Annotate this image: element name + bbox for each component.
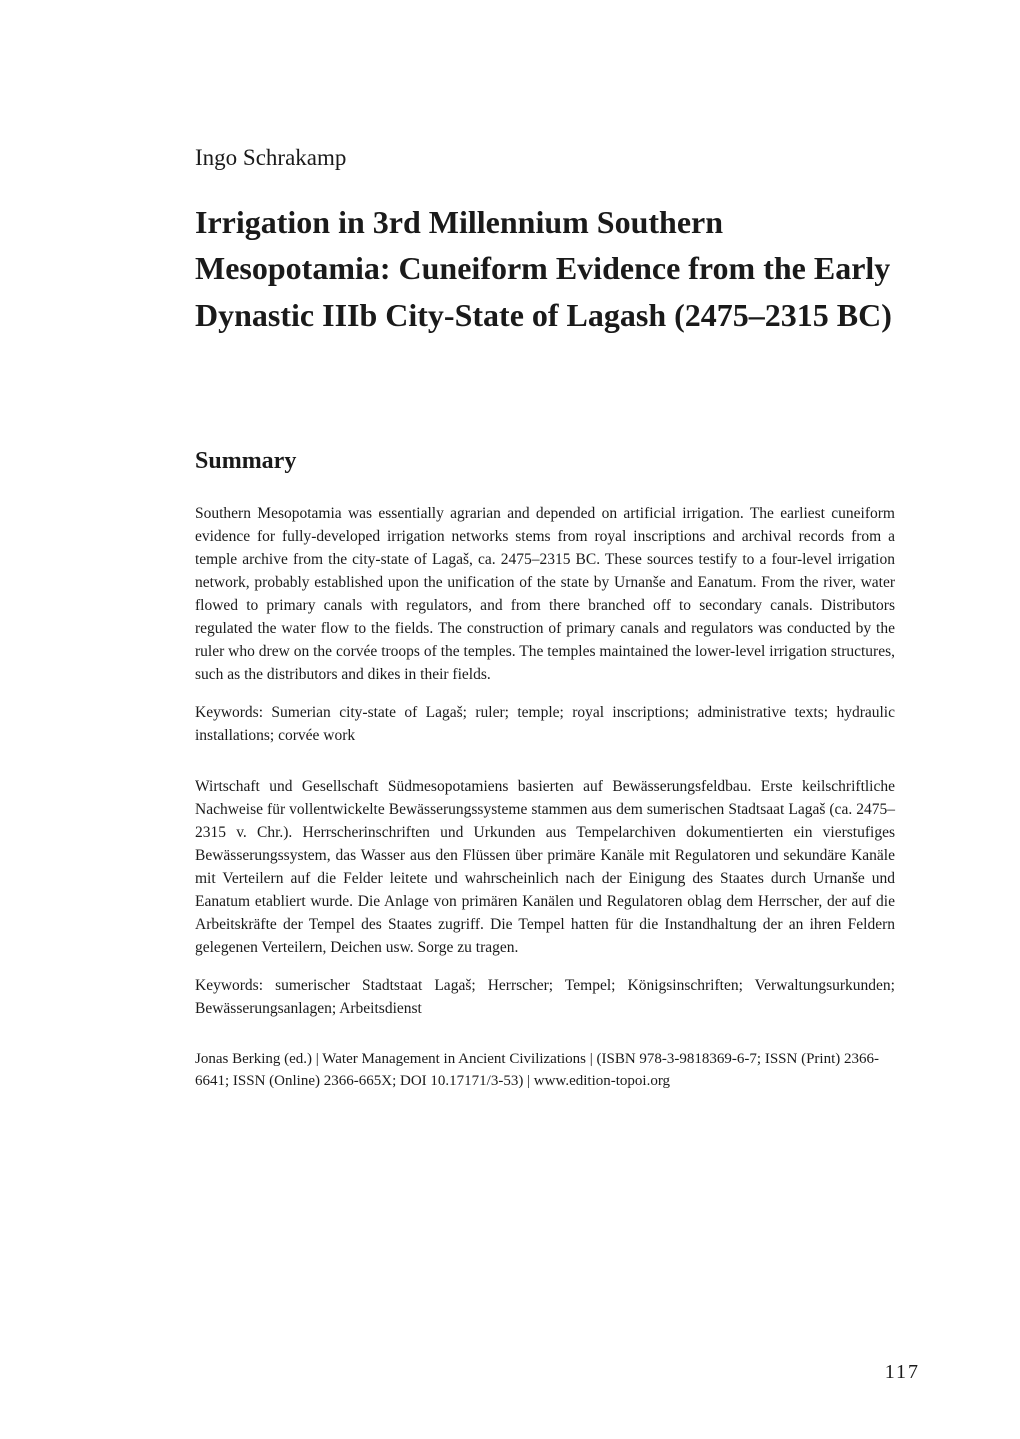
keywords-english: Keywords: Sumerian city-state of Lagaš; … bbox=[195, 702, 895, 748]
page-number: 117 bbox=[885, 1361, 920, 1384]
abstract-german: Wirtschaft und Gesellschaft Südmesopotam… bbox=[195, 776, 895, 960]
abstract-english: Southern Mesopotamia was essentially agr… bbox=[195, 503, 895, 687]
author-name: Ingo Schrakamp bbox=[195, 145, 895, 171]
summary-heading: Summary bbox=[195, 448, 895, 475]
footer-citation: Jonas Berking (ed.) | Water Management i… bbox=[195, 1049, 895, 1093]
page-content: Ingo Schrakamp Irrigation in 3rd Millenn… bbox=[0, 0, 1020, 1439]
keywords-german: Keywords: sumerischer Stadtstaat Lagaš; … bbox=[195, 975, 895, 1021]
paper-title: Irrigation in 3rd Millennium Southern Me… bbox=[195, 199, 895, 338]
